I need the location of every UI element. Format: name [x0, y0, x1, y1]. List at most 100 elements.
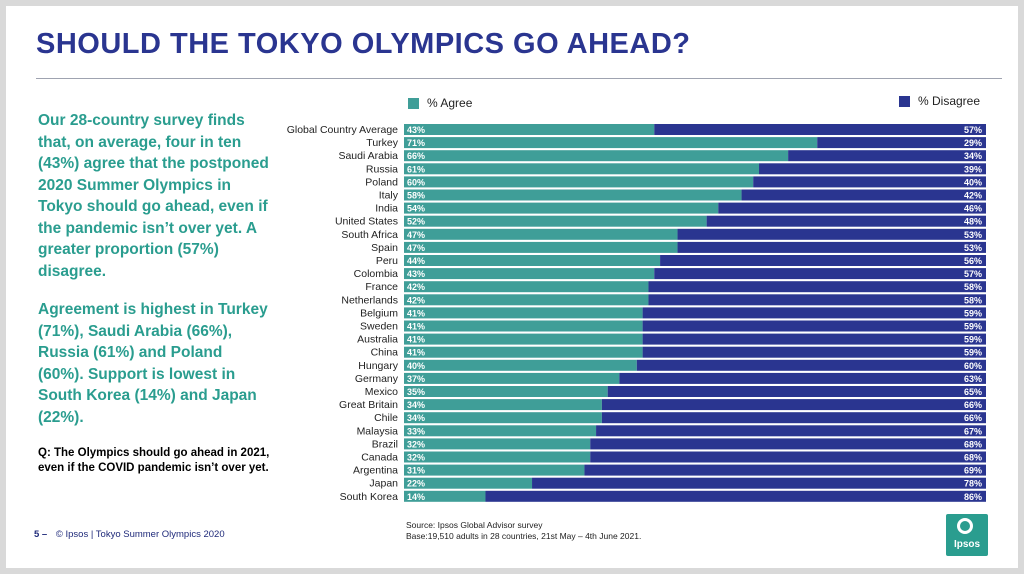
category-label: South Africa — [341, 229, 398, 241]
bar-disagree — [485, 490, 986, 502]
disagree-value-label: 57% — [964, 125, 982, 135]
disagree-value-label: 65% — [964, 387, 982, 397]
category-label: Belgium — [360, 307, 398, 319]
disagree-value-label: 58% — [964, 282, 982, 292]
bar-disagree — [753, 176, 986, 188]
bar-disagree — [654, 268, 986, 280]
bar-disagree — [654, 124, 986, 135]
agree-value-label: 60% — [407, 177, 425, 187]
bar-agree — [404, 346, 643, 358]
category-label: Brazil — [372, 438, 398, 450]
category-label: Mexico — [365, 386, 398, 398]
slide: SHOULD THE TOKYO OLYMPICS GO AHEAD? Our … — [6, 6, 1018, 568]
bar-disagree — [596, 425, 986, 437]
category-label: Peru — [376, 255, 398, 267]
category-label: Great Britain — [339, 399, 398, 411]
bar-disagree — [642, 333, 986, 345]
bar-agree — [404, 294, 649, 306]
disagree-value-label: 57% — [964, 269, 982, 279]
legend-agree: % Agree — [408, 96, 472, 110]
summary-text: Our 28-country survey finds that, on ave… — [38, 110, 270, 445]
disagree-value-label: 42% — [964, 191, 982, 201]
bar-disagree — [706, 215, 986, 227]
bar-agree — [404, 307, 643, 319]
agree-value-label: 14% — [407, 492, 425, 502]
category-label: Netherlands — [341, 294, 398, 306]
category-label: Turkey — [366, 137, 398, 149]
page-number: 5 – — [34, 529, 48, 540]
disagree-value-label: 53% — [964, 243, 982, 253]
disagree-value-label: 66% — [964, 400, 982, 410]
bar-disagree — [642, 346, 986, 358]
agree-value-label: 47% — [407, 243, 425, 253]
disagree-value-label: 69% — [964, 466, 982, 476]
footer-text: © Ipsos | Tokyo Summer Olympics 2020 — [55, 529, 225, 540]
bar-agree — [404, 320, 643, 332]
bar-agree — [404, 241, 678, 253]
bar-disagree — [601, 399, 986, 411]
disagree-value-label: 60% — [964, 361, 982, 371]
category-label: Hungary — [358, 360, 398, 372]
bar-agree — [404, 189, 742, 201]
agree-value-label: 40% — [407, 361, 425, 371]
category-label: France — [365, 281, 398, 293]
category-label: Argentina — [353, 465, 398, 477]
bar-disagree — [584, 464, 986, 476]
bar-agree — [404, 425, 597, 437]
bar-disagree — [759, 163, 986, 175]
bar-disagree — [590, 438, 986, 450]
bar-agree — [404, 150, 789, 162]
agree-value-label: 34% — [407, 413, 425, 423]
legend-disagree-label: % Disagree — [918, 94, 981, 108]
stacked-bar-chart: Global Country Average 43% 57% Turkey 71% 29%… — [287, 124, 986, 503]
bar-disagree — [677, 228, 986, 240]
category-label: Malaysia — [357, 425, 399, 437]
bar-disagree — [648, 294, 986, 306]
bar-agree — [404, 228, 678, 240]
bar-agree — [404, 451, 591, 463]
disagree-value-label: 59% — [964, 308, 982, 318]
agree-value-label: 41% — [407, 335, 425, 345]
category-label: Global Country Average — [287, 124, 398, 136]
category-label: Germany — [355, 373, 399, 385]
category-label: Canada — [361, 452, 398, 464]
category-label: Poland — [365, 176, 398, 188]
bar-agree — [404, 268, 655, 280]
bar-disagree — [590, 451, 986, 463]
agree-value-label: 22% — [407, 479, 425, 489]
bar-agree — [404, 412, 602, 424]
category-label: Sweden — [360, 321, 398, 333]
bar-agree — [404, 399, 602, 411]
bar-agree — [404, 281, 649, 293]
bar-agree — [404, 490, 486, 502]
agree-value-label: 41% — [407, 322, 425, 332]
bar-disagree — [642, 320, 986, 332]
bar-agree — [404, 215, 707, 227]
bar-disagree — [817, 137, 986, 149]
bar-agree — [404, 333, 643, 345]
source-line-2: Base:19,510 adults in 28 countries, 21st… — [406, 531, 642, 541]
bar-disagree — [660, 255, 986, 266]
agree-value-label: 33% — [407, 426, 425, 436]
slide-title: SHOULD THE TOKYO OLYMPICS GO AHEAD? — [36, 28, 691, 60]
agree-value-label: 71% — [407, 138, 425, 148]
summary-paragraph-2: Agreement is highest in Turkey (71%), Sa… — [38, 301, 268, 426]
category-label: Saudi Arabia — [338, 150, 398, 162]
bar-agree — [404, 137, 818, 149]
bar-disagree — [677, 241, 986, 253]
bar-agree — [404, 176, 754, 188]
disagree-value-label: 29% — [964, 138, 982, 148]
category-label: Colombia — [354, 268, 399, 280]
bar-agree — [404, 477, 533, 489]
bar-disagree — [788, 150, 986, 162]
question-prefix: Q — [38, 447, 47, 459]
legend-agree-label: % Agree — [427, 96, 473, 110]
disagree-value-label: 59% — [964, 348, 982, 358]
logo-text: Ipsos — [953, 539, 981, 550]
disagree-value-label: 46% — [964, 204, 982, 214]
agree-value-label: 37% — [407, 374, 425, 384]
category-label: Chile — [374, 412, 398, 424]
legend-disagree: % Disagree — [899, 94, 980, 108]
survey-question: Q: The Olympics should go ahead in 2021,… — [38, 446, 288, 476]
disagree-value-label: 53% — [964, 230, 982, 240]
